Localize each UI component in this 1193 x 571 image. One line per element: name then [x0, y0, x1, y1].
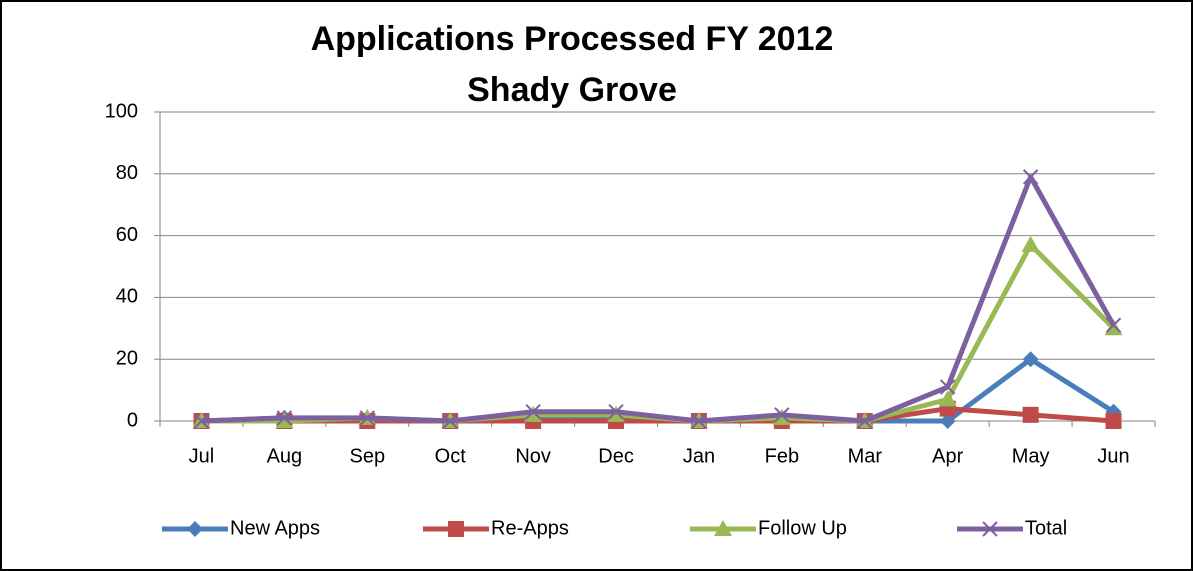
- marker: [525, 404, 541, 420]
- marker: [359, 410, 375, 426]
- x-tick-label: Sep: [349, 445, 385, 467]
- marker: [1104, 319, 1123, 336]
- marker: [1022, 406, 1039, 423]
- x-tick-label: Oct: [435, 445, 467, 467]
- marker: [1105, 317, 1122, 333]
- marker: [187, 521, 203, 537]
- chart-subtitle: Shady Grove: [467, 71, 677, 109]
- marker: [448, 521, 464, 537]
- marker: [1022, 351, 1039, 368]
- legend-label: Follow Up: [758, 517, 847, 539]
- x-tick-label: Jan: [683, 445, 715, 467]
- marker: [1021, 235, 1040, 252]
- x-tick-label: Apr: [932, 445, 963, 467]
- series-line: [201, 174, 1116, 424]
- y-tick-label: 40: [116, 286, 138, 308]
- marker: [691, 413, 707, 429]
- x-tick-label: Mar: [848, 445, 883, 467]
- x-tick-label: Dec: [598, 445, 634, 467]
- legend-label: Re-Apps: [491, 517, 569, 539]
- y-tick-label: 60: [116, 224, 138, 246]
- marker: [442, 413, 458, 429]
- marker: [276, 410, 293, 426]
- x-tick-label: Jul: [189, 445, 215, 467]
- chart-title: Applications Processed FY 2012: [311, 20, 834, 58]
- x-tick-label: Nov: [515, 445, 551, 467]
- x-tick-label: Jun: [1097, 445, 1129, 467]
- marker: [982, 521, 998, 537]
- marker: [608, 404, 624, 420]
- marker: [193, 413, 210, 429]
- x-tick-label: Aug: [267, 445, 303, 467]
- marker: [1022, 169, 1039, 185]
- y-tick-label: 100: [105, 100, 138, 122]
- marker: [714, 520, 732, 536]
- x-tick-label: May: [1012, 445, 1050, 467]
- marker: [857, 413, 873, 429]
- marker: [1105, 413, 1122, 429]
- y-tick-label: 80: [116, 162, 138, 184]
- legend-label: New Apps: [230, 517, 320, 539]
- y-tick-label: 0: [127, 409, 138, 431]
- x-tick-label: Feb: [765, 445, 799, 467]
- y-tick-label: 20: [116, 347, 138, 369]
- marker: [940, 379, 956, 395]
- series-line: [201, 406, 1114, 424]
- marker: [938, 390, 957, 407]
- marker: [939, 413, 956, 429]
- legend-label: Total: [1025, 517, 1067, 539]
- marker: [774, 407, 790, 423]
